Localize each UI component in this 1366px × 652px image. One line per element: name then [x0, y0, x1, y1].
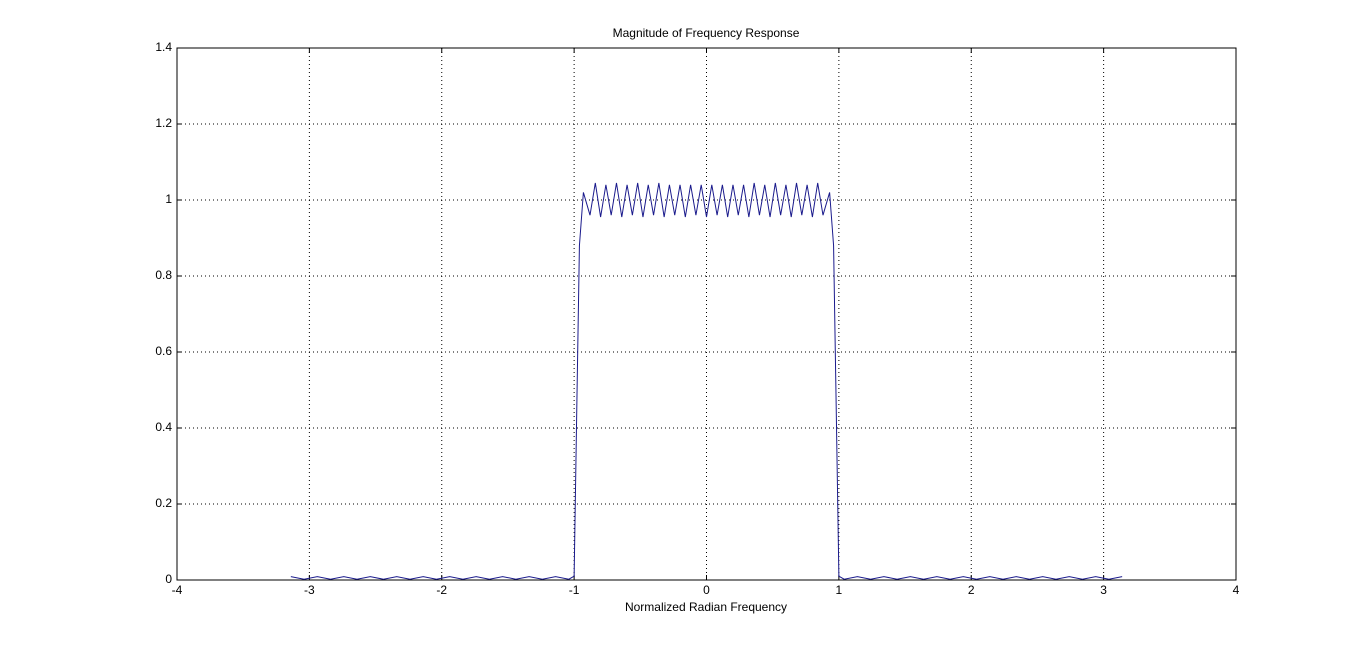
x-tick-label: -3	[304, 583, 315, 597]
data-line	[290, 182, 1123, 580]
x-tick-label: 1	[836, 583, 843, 597]
y-tick-label: 1.2	[155, 116, 172, 130]
y-tick-label: 1.4	[155, 40, 172, 54]
x-tick-label: -4	[172, 583, 183, 597]
x-axis-label: Normalized Radian Frequency	[625, 600, 787, 614]
x-tick-label: -2	[436, 583, 447, 597]
y-tick-label: 1	[165, 192, 172, 206]
y-tick-label: 0	[165, 572, 172, 586]
x-tick-label: 2	[968, 583, 975, 597]
chart-title: Magnitude of Frequency Response	[613, 26, 800, 40]
y-tick-label: 0.4	[155, 420, 172, 434]
x-tick-label: -1	[569, 583, 580, 597]
x-tick-label: 0	[703, 583, 710, 597]
y-tick-label: 0.6	[155, 344, 172, 358]
y-tick-label: 0.2	[155, 496, 172, 510]
x-tick-label: 3	[1100, 583, 1107, 597]
y-tick-label: 0.8	[155, 268, 172, 282]
x-tick-label: 4	[1233, 583, 1240, 597]
